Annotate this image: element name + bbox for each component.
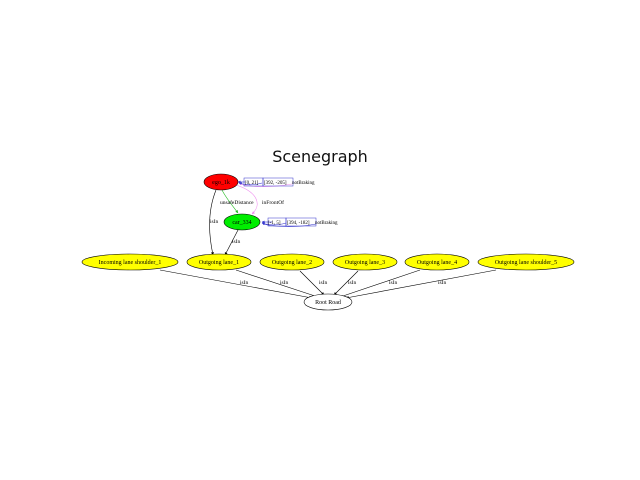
node-lane-2[interactable]: Outgoing lane_2	[259, 253, 325, 271]
node-lane-4[interactable]: Outgoing lane_4	[404, 253, 470, 271]
edge-ego-lane1	[209, 189, 217, 256]
ego-attr-label: [392, -205]	[264, 181, 287, 186]
diagram-title: Scenegraph	[272, 147, 368, 166]
ego-attr-edge	[239, 183, 293, 187]
node-lane-shoulder-5[interactable]: Outgoing lane shoulder_5	[477, 253, 575, 271]
edge-label-isin: isIn	[280, 280, 289, 286]
edge-label-isin: isIn	[438, 280, 447, 286]
edge-label-in-front-of: inFrontOf	[262, 199, 284, 206]
edge-label-isin: isIn	[210, 219, 219, 225]
ego-attr-box	[262, 177, 294, 187]
edge-ego-car-unsafe	[221, 189, 239, 214]
edge-lane2-root	[299, 270, 325, 296]
edge-lane3-root	[333, 270, 359, 296]
node-lane-1-label: Outgoing lane_1	[199, 260, 239, 266]
node-lane-4-label: Outgoing lane_4	[417, 260, 457, 266]
edge-lane1-root	[235, 269, 319, 298]
car-attr-edge	[261, 222, 287, 226]
car-attr-label: notBraking	[315, 221, 338, 226]
car-attr-label: [-1, 5]	[268, 221, 281, 226]
edge-label-isin: isIn	[348, 280, 357, 286]
node-car-label: car_334	[232, 220, 251, 226]
node-lane-shoulder-1[interactable]: Incoming lane shoulder_1	[81, 253, 179, 271]
edge-shoulder1-root	[159, 269, 313, 299]
node-car[interactable]: car_334	[223, 213, 261, 231]
node-root-road[interactable]: Root Road	[303, 293, 353, 311]
node-lane-3-label: Outgoing lane_3	[345, 260, 385, 266]
car-attr-edge	[262, 223, 317, 227]
car-attr-label: [394, -182]	[287, 221, 310, 226]
node-lane-shoulder-1-label: Incoming lane shoulder_1	[99, 260, 162, 266]
node-lane-1[interactable]: Outgoing lane_1	[186, 253, 252, 271]
edge-car-lane1	[224, 229, 239, 256]
node-ego-label: ego_1k	[212, 180, 230, 186]
edge-label-isin: isIn	[389, 280, 398, 286]
edge-lane4-root	[339, 269, 421, 298]
edge-shoulder5-root	[345, 269, 497, 299]
edge-label-unsafe-distance: unsafeDistance	[220, 199, 254, 206]
edge-label-isin: isIn	[240, 280, 249, 286]
ego-attr-label: [0, 21]	[245, 181, 259, 186]
node-lane-3[interactable]: Outgoing lane_3	[332, 253, 398, 271]
edges-lanes-to-root	[159, 269, 497, 299]
ego-attr-edge	[238, 182, 263, 186]
node-ego[interactable]: ego_1k	[203, 173, 239, 191]
node-lane-2-label: Outgoing lane_2	[272, 260, 312, 266]
node-lane-shoulder-5-label: Outgoing lane shoulder_5	[495, 260, 557, 266]
node-root-road-label: Root Road	[315, 300, 341, 306]
car-attr-box	[285, 217, 317, 227]
edge-label-isin: isIn	[232, 239, 241, 245]
edge-ego-car-infront	[235, 184, 258, 215]
edge-label-isin: isIn	[319, 280, 328, 286]
ego-attr-label: notBraking	[292, 181, 315, 186]
